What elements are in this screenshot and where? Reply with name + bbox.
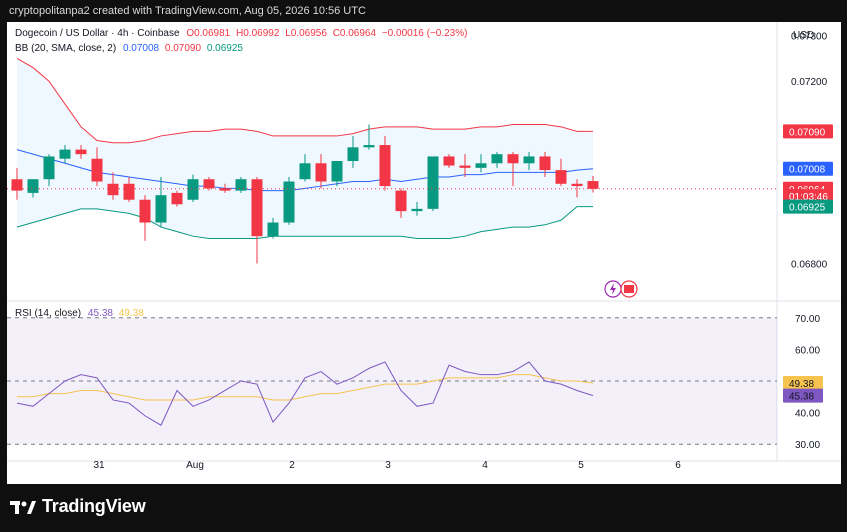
- candle-body[interactable]: [379, 145, 391, 187]
- candle-body[interactable]: [11, 179, 23, 191]
- rsi-tag: [783, 388, 823, 403]
- price-tag: [783, 124, 833, 139]
- bb-upper-value: 0.07090: [164, 43, 202, 54]
- price-tag: [783, 161, 833, 176]
- high-value: H0.06992: [236, 28, 280, 39]
- candle-body[interactable]: [443, 156, 455, 166]
- tradingview-logo-icon: [10, 500, 36, 514]
- low-value: L0.06956: [285, 28, 327, 39]
- candle-body[interactable]: [475, 163, 487, 168]
- candle-body[interactable]: [27, 179, 39, 193]
- rsi-tick-label: 40.00: [795, 409, 820, 420]
- bb-band-fill: [17, 58, 593, 239]
- candle-body[interactable]: [171, 192, 183, 205]
- time-tick-label: 3: [385, 460, 391, 471]
- chart-panel[interactable]: 0.07300 0.07200 0.06800 0.07090 0.07008 0.069…: [7, 22, 841, 484]
- time-tick-label: 31: [93, 460, 105, 471]
- candle-body[interactable]: [107, 183, 119, 196]
- attribution-bar: cryptopolitanpa2 created with TradingVie…: [0, 0, 847, 22]
- time-tick-label: Aug: [186, 460, 204, 471]
- bb-upper-line: [16, 58, 593, 144]
- candle-body[interactable]: [219, 188, 231, 191]
- time-tick-label: 6: [675, 460, 681, 471]
- bb-legend: BB (20, SMA, close, 2) 0.07008 0.07090 0…: [15, 43, 243, 54]
- footer: TradingView: [0, 484, 847, 532]
- rsi-tick-label: 30.00: [795, 440, 820, 451]
- candle-body[interactable]: [91, 158, 103, 182]
- candle-body[interactable]: [347, 147, 359, 161]
- price-tick-label: 0.07300: [791, 32, 828, 43]
- candle-body[interactable]: [75, 149, 87, 155]
- candle-body[interactable]: [315, 163, 327, 182]
- currency-label[interactable]: USD: [793, 30, 815, 41]
- time-tick-label: 5: [578, 460, 584, 471]
- candle-body[interactable]: [571, 183, 583, 187]
- rsi-value: 45.38: [87, 308, 113, 319]
- rsi-tick-label: 60.00: [795, 345, 820, 356]
- time-tick-label: 2: [289, 460, 295, 471]
- candle-body[interactable]: [411, 208, 423, 212]
- candle-body[interactable]: [203, 179, 215, 189]
- rsi-line: [16, 361, 594, 426]
- rsi-tag: [783, 375, 823, 390]
- price-tick-label: 0.06800: [791, 260, 828, 271]
- price-tag-label: 0.07008: [789, 165, 826, 176]
- tradingview-logo[interactable]: TradingView: [10, 496, 146, 517]
- candle-body[interactable]: [187, 179, 199, 200]
- price-tag-label: 0.06925: [789, 203, 826, 214]
- candle-body[interactable]: [331, 161, 343, 182]
- bb-lower-value: 0.06925: [206, 43, 243, 54]
- candle-body[interactable]: [427, 156, 439, 209]
- candle-body[interactable]: [363, 145, 375, 148]
- price-tag: [783, 199, 833, 214]
- rsi-tick-label: 70.00: [795, 314, 820, 325]
- bb-lower-line: [16, 206, 593, 239]
- candle-body[interactable]: [459, 165, 471, 168]
- candle-body[interactable]: [139, 199, 151, 223]
- close-value: C0.06964: [332, 28, 377, 39]
- open-value: O0.06981: [186, 28, 231, 39]
- candle-body[interactable]: [283, 181, 295, 223]
- candle-body[interactable]: [267, 222, 279, 237]
- bb-label: BB (20, SMA, close, 2): [15, 43, 117, 54]
- candle-body[interactable]: [123, 183, 135, 200]
- price-legend: Dogecoin / US Dollar · 4h · Coinbase O0.…: [15, 28, 467, 39]
- rsi-label: RSI (14, close): [15, 308, 82, 319]
- candle-body[interactable]: [155, 195, 167, 223]
- candle-body[interactable]: [251, 179, 263, 237]
- brand-name: TradingView: [42, 496, 146, 516]
- candle-body[interactable]: [59, 149, 71, 159]
- rsi-ma-value: 49.38: [118, 308, 144, 319]
- price-tick-label: 0.07200: [791, 77, 828, 88]
- flag-glyph-icon: [624, 285, 634, 293]
- candle-body[interactable]: [539, 156, 551, 171]
- rsi-tag-label: 49.38: [789, 379, 814, 390]
- lightning-glyph-icon: [610, 283, 616, 295]
- candle-body[interactable]: [507, 154, 519, 164]
- candle-body[interactable]: [299, 163, 311, 180]
- rsi-ma-line: [17, 374, 594, 401]
- chart-canvas[interactable]: 0.07300 0.07200 0.06800 0.07090 0.07008 0.069…: [7, 22, 841, 484]
- price-tag-label: 01:03:46: [789, 192, 828, 203]
- rsi-tag-label: 45.38: [789, 392, 814, 403]
- candle-body[interactable]: [491, 154, 503, 164]
- candle-body[interactable]: [555, 170, 567, 184]
- price-tag-label: 0.07090: [789, 127, 826, 138]
- candle-body[interactable]: [587, 181, 599, 189]
- candle-body[interactable]: [523, 156, 535, 164]
- rsi-legend: RSI (14, close) 45.38 49.38: [15, 308, 144, 319]
- change-value: −0.00016 (−0.23%): [381, 28, 468, 39]
- time-tick-label: 4: [482, 460, 488, 471]
- bb-basis-value: 0.07008: [122, 43, 160, 54]
- candle-body[interactable]: [43, 156, 55, 180]
- symbol-label: Dogecoin / US Dollar · 4h · Coinbase: [15, 28, 180, 39]
- attribution-text: cryptopolitanpa2 created with TradingVie…: [9, 5, 366, 17]
- candle-body[interactable]: [395, 190, 407, 212]
- candle-body[interactable]: [235, 179, 247, 191]
